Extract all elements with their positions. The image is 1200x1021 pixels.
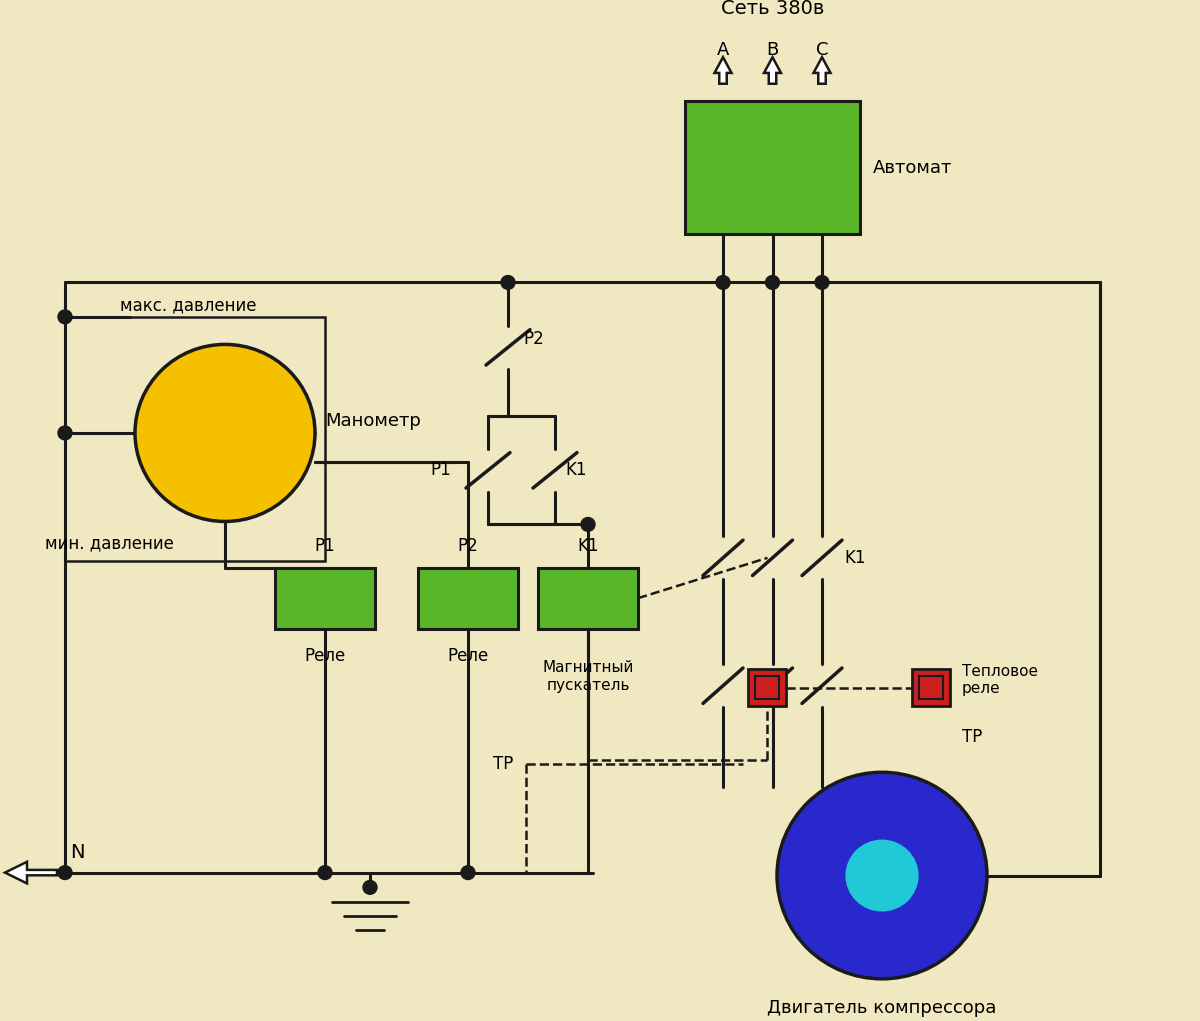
Bar	[65, 317, 325, 561]
Text: ТР: ТР	[493, 756, 514, 774]
Circle shape	[58, 866, 72, 879]
Text: K1: K1	[844, 549, 865, 567]
Circle shape	[58, 426, 72, 440]
FancyArrow shape	[714, 57, 732, 84]
Bar	[275, 568, 374, 629]
Circle shape	[815, 276, 829, 289]
Text: Автомат: Автомат	[874, 159, 953, 177]
Text: P2: P2	[523, 331, 544, 348]
Bar	[418, 568, 518, 629]
Text: K1: K1	[565, 461, 587, 479]
Circle shape	[134, 344, 314, 522]
Text: мин. давление: мин. давление	[46, 534, 174, 552]
Circle shape	[502, 276, 515, 289]
Text: A: A	[716, 41, 730, 59]
Text: Магнитный
пускатель: Магнитный пускатель	[542, 661, 634, 692]
Text: B: B	[767, 41, 779, 59]
Bar	[685, 101, 860, 234]
Circle shape	[766, 276, 780, 289]
Text: Двигатель компрессора: Двигатель компрессора	[767, 999, 997, 1017]
Text: Сеть 380в: Сеть 380в	[721, 0, 824, 17]
Text: Тепловое
реле: Тепловое реле	[962, 664, 1038, 696]
Circle shape	[716, 276, 730, 289]
Bar	[912, 669, 950, 707]
Circle shape	[778, 772, 986, 979]
Text: ТР: ТР	[962, 728, 983, 746]
Text: Манометр: Манометр	[325, 412, 421, 430]
Text: C: C	[816, 41, 828, 59]
Text: P1: P1	[314, 537, 335, 555]
Circle shape	[844, 838, 920, 913]
Circle shape	[461, 866, 475, 879]
Text: макс. давление: макс. давление	[120, 296, 257, 314]
FancyArrow shape	[5, 862, 58, 883]
Circle shape	[364, 880, 377, 894]
Bar	[538, 568, 638, 629]
Circle shape	[581, 518, 595, 531]
Text: Реле: Реле	[305, 647, 346, 666]
Text: P1: P1	[430, 461, 451, 479]
Text: K1: K1	[577, 537, 599, 555]
Bar	[919, 676, 943, 699]
Bar	[755, 676, 779, 699]
Text: P2: P2	[457, 537, 479, 555]
Circle shape	[318, 866, 332, 879]
Text: N: N	[70, 843, 84, 863]
Text: Реле: Реле	[448, 647, 488, 666]
FancyArrow shape	[764, 57, 781, 84]
Circle shape	[58, 310, 72, 324]
Bar	[748, 669, 786, 707]
FancyArrow shape	[814, 57, 830, 84]
